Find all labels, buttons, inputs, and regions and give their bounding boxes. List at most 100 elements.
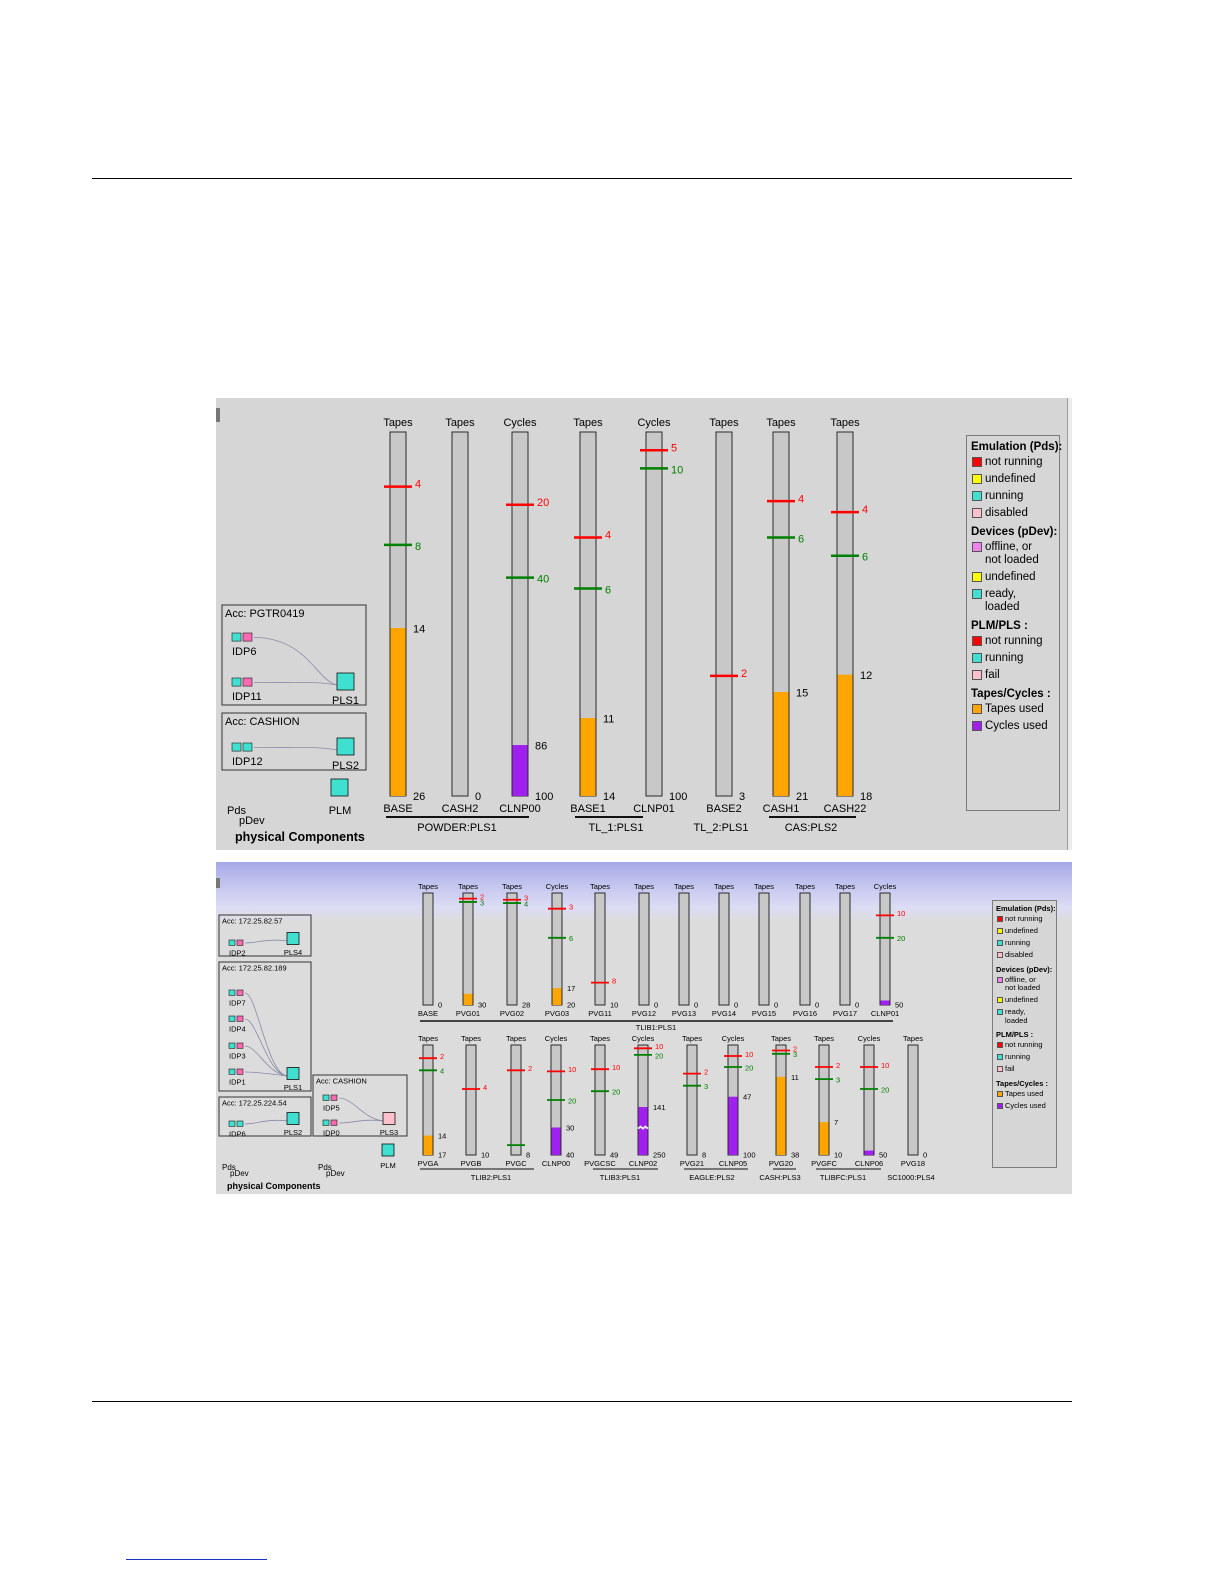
- screenshot-panel-2: Acc: 172.25.82.57 IDP2 PLS4 Acc: 172.25.82.…: [216, 862, 1072, 1194]
- gauge-pvg03[interactable]: Cycles 17 20 3 6 PVG03: [545, 882, 575, 1018]
- total-value-label: 28: [522, 1001, 530, 1010]
- gauge-name-label: PVG02: [500, 1009, 524, 1018]
- device-label: IDP3: [229, 1052, 246, 1061]
- plm-pls-legend-item: fail: [971, 669, 1059, 682]
- gauge-pvg11[interactable]: Tapes 10 8 PVG11: [588, 882, 618, 1018]
- device-idp6[interactable]: IDP6: [228, 1120, 246, 1139]
- device-label: IDP7: [229, 999, 246, 1008]
- device-idp2[interactable]: IDP2: [228, 939, 246, 958]
- footer-pds-label: Pds: [222, 1163, 236, 1172]
- gauge-base2[interactable]: Tapes 3 2 BASE2: [706, 417, 747, 815]
- total-value-label: 0: [475, 791, 481, 803]
- legend-label-line: not running: [1005, 914, 1043, 923]
- pls-node[interactable]: PLS2: [284, 1112, 302, 1138]
- panel-footer: Pds pDev Pds pDev physical Components: [222, 1163, 345, 1191]
- pls-node[interactable]: PLS1: [332, 672, 359, 707]
- device-idp0[interactable]: IDP0: [322, 1119, 340, 1138]
- connection-line: [338, 1097, 384, 1122]
- low-threshold-label: 2: [480, 892, 484, 901]
- legend-label: not running: [1005, 914, 1043, 924]
- device-idp4[interactable]: IDP4: [228, 1015, 246, 1034]
- gauge-clnp06[interactable]: Cycles 50 10 20 CLNP06: [855, 1034, 890, 1168]
- gauge-pvg20[interactable]: Tapes 11 38 23 PVG20: [769, 1034, 799, 1168]
- gauge-tube: [799, 892, 811, 1006]
- gauge-tube: [510, 1044, 522, 1156]
- gauge-pvg21[interactable]: Tapes 8 2 3 PVG21: [680, 1034, 708, 1168]
- gauge-clnp01[interactable]: Cycles 100 5 10 CLNP01: [633, 417, 687, 815]
- legend-label: undefined: [985, 571, 1036, 584]
- gauge-name-label: PVG12: [632, 1009, 656, 1018]
- gauge-clnp00[interactable]: Cycles 86 100 20 40 CLNP00: [499, 417, 553, 815]
- gauge-base1[interactable]: Tapes 11 14 4 6 BASE1: [570, 417, 615, 815]
- legend-label-line: Cycles used: [985, 720, 1048, 732]
- device-label: IDP12: [232, 756, 263, 768]
- gauge-clnp01[interactable]: Cycles 50 10 20 CLNP01: [871, 882, 906, 1018]
- gauge-base[interactable]: Tapes 14 26 4 8 BASE: [383, 417, 425, 815]
- device-idp11[interactable]: IDP11: [231, 677, 262, 703]
- scrollbar[interactable]: [1067, 398, 1072, 850]
- legend-label-line: fail: [985, 669, 1000, 681]
- gauge-name-label: CLNP05: [719, 1159, 747, 1168]
- gauge-pvga[interactable]: Tapes 14 17 2 4 PVGA: [418, 1034, 447, 1168]
- gauge-name-label: PVG17: [833, 1009, 857, 1018]
- low-threshold-label: 4: [483, 1083, 487, 1092]
- device-idp1[interactable]: IDP1: [228, 1068, 246, 1087]
- legend-label-line: not running: [985, 635, 1043, 647]
- low-threshold-label: 20: [537, 497, 549, 509]
- high-threshold-label: 6: [798, 534, 804, 546]
- device-idp5[interactable]: IDP5: [322, 1094, 340, 1113]
- group-label: SC1000:PLS4: [887, 1173, 935, 1182]
- device-idp7[interactable]: IDP7: [228, 989, 246, 1008]
- total-value-label: 38: [791, 1151, 799, 1160]
- gauge-pvg02[interactable]: Tapes 28 34 PVG02: [500, 882, 530, 1018]
- footer-pdev-label: pDev: [326, 1169, 345, 1178]
- emulation-legend-item: not running: [971, 456, 1059, 469]
- connection-line: [244, 1119, 288, 1125]
- gauge-pvg01[interactable]: Tapes 30 23 PVG01: [456, 882, 486, 1018]
- high-threshold-label: 6: [605, 584, 611, 596]
- high-threshold-label: 6: [569, 934, 573, 943]
- gauge-pvgc[interactable]: Tapes 8 2 PVGC: [505, 1034, 532, 1168]
- gauge-pvgfc[interactable]: Tapes 7 10 2 3 PVGFC: [811, 1034, 842, 1168]
- legend-label-line: Tapes used: [1005, 1088, 1044, 1098]
- gauge-clnp00[interactable]: Cycles 30 40 10 20 CLNP00: [542, 1034, 577, 1168]
- device-idp3[interactable]: IDP3: [228, 1042, 246, 1061]
- plm-node[interactable]: PLM: [329, 778, 352, 817]
- gauge-cash1[interactable]: Tapes 15 21 4 6 CASH1: [763, 417, 809, 815]
- legend-label: Cycles used: [1005, 1101, 1046, 1111]
- gauge-name-label: CLNP00: [542, 1159, 570, 1168]
- emulation-legend-item: not running: [996, 914, 1056, 924]
- legend-label: offline, or not loaded: [985, 541, 1039, 567]
- gauge-header: Tapes: [502, 882, 522, 891]
- pls-icon: [286, 1112, 300, 1125]
- pls-label: PLS3: [380, 1128, 398, 1137]
- gauge-tube: [715, 431, 733, 797]
- pls-node[interactable]: PLS2: [332, 737, 359, 772]
- gauge-clnp05[interactable]: Cycles 47 100 10 20 CLNP05: [719, 1034, 756, 1168]
- plm-node[interactable]: PLM: [380, 1143, 396, 1170]
- total-value-label: 50: [895, 1001, 903, 1010]
- gauge-cash22[interactable]: Tapes 12 18 4 6 CASH22: [824, 417, 873, 815]
- emulation-legend-item: disabled: [996, 950, 1056, 960]
- low-threshold-label: 10: [568, 1065, 576, 1074]
- device-idp12[interactable]: IDP12: [231, 742, 263, 768]
- device-idp6[interactable]: IDP6: [231, 632, 256, 658]
- pls-node[interactable]: PLS1: [284, 1067, 302, 1093]
- legend-label: offline, or not loaded: [1005, 975, 1040, 993]
- gauge-pvgb[interactable]: Tapes 10 4 PVGB: [461, 1034, 490, 1168]
- gauge-pvgcsc[interactable]: Tapes 49 10 20 PVGCSC: [584, 1034, 620, 1168]
- access-box-frame: [218, 1096, 312, 1137]
- pls-node[interactable]: PLS4: [284, 932, 302, 958]
- pls-node[interactable]: PLS3: [380, 1112, 398, 1138]
- gauge-header: Tapes: [418, 1034, 438, 1043]
